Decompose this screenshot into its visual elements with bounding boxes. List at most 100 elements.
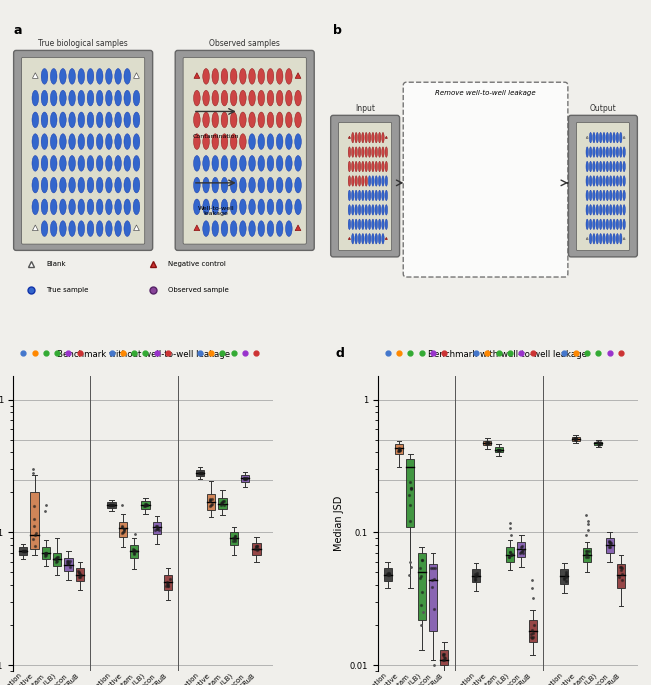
Ellipse shape	[50, 90, 57, 106]
Point	[430, 562, 440, 573]
Ellipse shape	[348, 219, 351, 229]
Ellipse shape	[267, 68, 274, 84]
Point	[153, 523, 163, 534]
Ellipse shape	[115, 112, 121, 127]
Ellipse shape	[41, 68, 48, 84]
Point	[581, 551, 591, 562]
Ellipse shape	[603, 147, 605, 158]
Point	[196, 467, 206, 478]
Bar	[76, 568, 84, 581]
Ellipse shape	[78, 68, 85, 84]
Ellipse shape	[96, 68, 103, 84]
Ellipse shape	[78, 155, 85, 171]
Ellipse shape	[240, 134, 246, 149]
Ellipse shape	[603, 162, 605, 172]
Point	[594, 437, 605, 448]
Ellipse shape	[620, 162, 622, 172]
Point	[583, 546, 594, 557]
Point	[219, 496, 229, 507]
Ellipse shape	[375, 205, 378, 215]
Bar	[406, 458, 415, 527]
Point	[404, 476, 415, 487]
Ellipse shape	[240, 199, 246, 214]
Ellipse shape	[362, 132, 364, 143]
Ellipse shape	[41, 155, 48, 171]
Ellipse shape	[606, 234, 609, 244]
Ellipse shape	[623, 219, 626, 229]
Point	[438, 649, 449, 660]
Ellipse shape	[115, 177, 121, 193]
FancyBboxPatch shape	[21, 58, 145, 244]
Ellipse shape	[362, 234, 364, 244]
Ellipse shape	[240, 68, 246, 84]
Ellipse shape	[609, 162, 612, 172]
Point	[483, 438, 493, 449]
Point	[52, 551, 62, 562]
Point	[481, 438, 492, 449]
Point	[495, 445, 505, 456]
Point	[603, 536, 614, 547]
Ellipse shape	[616, 132, 618, 143]
Bar	[118, 522, 127, 536]
Ellipse shape	[606, 162, 609, 172]
Ellipse shape	[596, 219, 598, 229]
Ellipse shape	[249, 134, 255, 149]
Point	[516, 541, 526, 552]
Ellipse shape	[105, 155, 112, 171]
Point	[561, 567, 571, 578]
Ellipse shape	[87, 68, 94, 84]
Point	[506, 549, 516, 560]
Point	[62, 558, 73, 569]
Ellipse shape	[212, 199, 219, 214]
Bar	[483, 441, 492, 445]
Point	[50, 553, 61, 564]
Ellipse shape	[355, 234, 357, 244]
Ellipse shape	[375, 234, 378, 244]
Point	[161, 579, 172, 590]
Point	[152, 523, 162, 534]
Point	[105, 499, 115, 510]
Ellipse shape	[375, 176, 378, 186]
Ellipse shape	[365, 176, 367, 186]
Point	[19, 545, 29, 556]
Ellipse shape	[358, 190, 361, 201]
Point	[41, 549, 51, 560]
Ellipse shape	[589, 219, 592, 229]
Bar	[31, 493, 38, 549]
Ellipse shape	[230, 177, 237, 193]
Point	[559, 573, 570, 584]
Point	[50, 552, 61, 563]
Ellipse shape	[368, 190, 371, 201]
Point	[74, 567, 84, 578]
Ellipse shape	[96, 199, 103, 214]
Point	[505, 547, 516, 558]
Ellipse shape	[41, 177, 48, 193]
Point	[570, 434, 580, 445]
Ellipse shape	[368, 205, 371, 215]
Point	[240, 473, 251, 484]
Point	[164, 573, 174, 584]
Ellipse shape	[372, 147, 374, 158]
Point	[603, 537, 614, 548]
Point	[384, 569, 395, 580]
Ellipse shape	[381, 205, 384, 215]
Point	[383, 569, 393, 580]
Point	[504, 552, 514, 563]
Ellipse shape	[249, 68, 255, 84]
Point	[152, 521, 163, 532]
Ellipse shape	[267, 155, 274, 171]
Ellipse shape	[596, 190, 598, 201]
Point	[483, 437, 493, 448]
Point	[482, 438, 492, 449]
Polygon shape	[295, 73, 301, 78]
Point	[105, 499, 116, 510]
Point	[493, 445, 503, 456]
Point	[384, 569, 395, 580]
Ellipse shape	[613, 219, 615, 229]
Ellipse shape	[609, 132, 612, 143]
Ellipse shape	[87, 90, 94, 106]
Ellipse shape	[362, 162, 364, 172]
Ellipse shape	[381, 234, 384, 244]
Point	[383, 569, 394, 580]
Point	[528, 632, 538, 643]
